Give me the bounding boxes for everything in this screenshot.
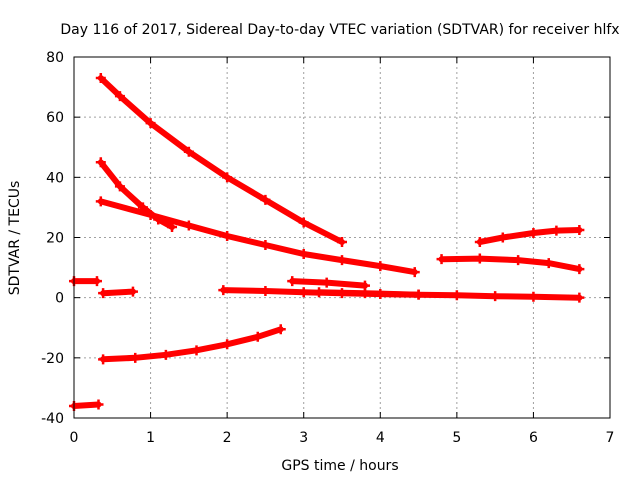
data-point [474,237,485,248]
y-tick-label: 40 [46,170,64,186]
data-point [260,194,271,205]
data-point [218,285,229,296]
x-tick-label: 2 [223,430,232,446]
data-point [474,253,485,264]
data-point [252,331,263,342]
x-tick-label: 4 [376,430,385,446]
data-point [436,254,447,265]
data-point [114,181,125,192]
data-point [183,146,194,157]
data-point [260,240,271,251]
data-point [145,118,156,129]
data-point [574,264,585,275]
data-point [93,399,104,410]
x-tick-label: 1 [146,430,155,446]
x-tick-label: 0 [70,430,79,446]
data-point [114,91,125,102]
data-point [543,258,554,269]
x-tick-label: 5 [452,430,461,446]
data-point [191,345,202,356]
y-tick-label: 20 [46,231,64,247]
data-point [95,73,106,84]
data-point [222,339,233,350]
data-point [413,289,424,300]
data-point [551,225,562,236]
data-point [98,288,109,299]
data-series-11 [100,326,284,363]
data-point [497,232,508,243]
data-point [298,249,309,260]
data-point [222,172,233,183]
x-axis-label: GPS time / hours [281,458,398,474]
data-point [160,349,171,360]
data-point [222,230,233,241]
x-tick-label: 7 [606,430,615,446]
data-point [275,324,286,335]
data-point [574,224,585,235]
data-point [321,277,332,288]
data-point [287,276,298,287]
data-point [98,354,109,365]
data-point [260,286,271,297]
data-point [91,276,102,287]
y-tick-label: -40 [41,411,64,427]
y-tick-label: 80 [46,50,64,66]
data-point [183,220,194,231]
data-point [451,290,462,301]
x-tick-label: 3 [299,430,308,446]
data-point [490,291,501,302]
data-series-9 [438,255,583,273]
data-point [95,196,106,207]
data-point [528,291,539,302]
x-tick-label: 6 [529,430,538,446]
data-point [337,237,347,248]
data-series-3 [97,198,418,276]
data-point [145,209,156,220]
y-tick-label: 0 [55,291,64,307]
data-series-group [69,73,585,411]
chart-title: Day 116 of 2017, Sidereal Day-to-day VTE… [60,22,619,38]
data-point [513,255,524,266]
data-point [528,227,539,238]
data-point [574,292,585,303]
data-point [95,157,106,168]
y-tick-label: 60 [46,110,64,126]
data-point [298,287,309,298]
axis-ticks [73,56,611,419]
data-point [130,352,141,363]
data-point [298,217,309,228]
y-axis-tick-labels: -40 -20 0 20 40 60 80 [41,50,64,427]
y-axis-label: SDTVAR / TECUs [7,181,23,296]
data-point [409,267,420,278]
data-point [375,261,386,272]
data-point [127,286,138,297]
x-axis-tick-labels: 0 1 2 3 4 5 6 7 [70,430,615,446]
data-point [359,288,370,299]
data-point [337,255,347,266]
data-series-1 [97,75,345,245]
y-tick-label: -20 [41,351,64,367]
data-point [314,287,325,298]
